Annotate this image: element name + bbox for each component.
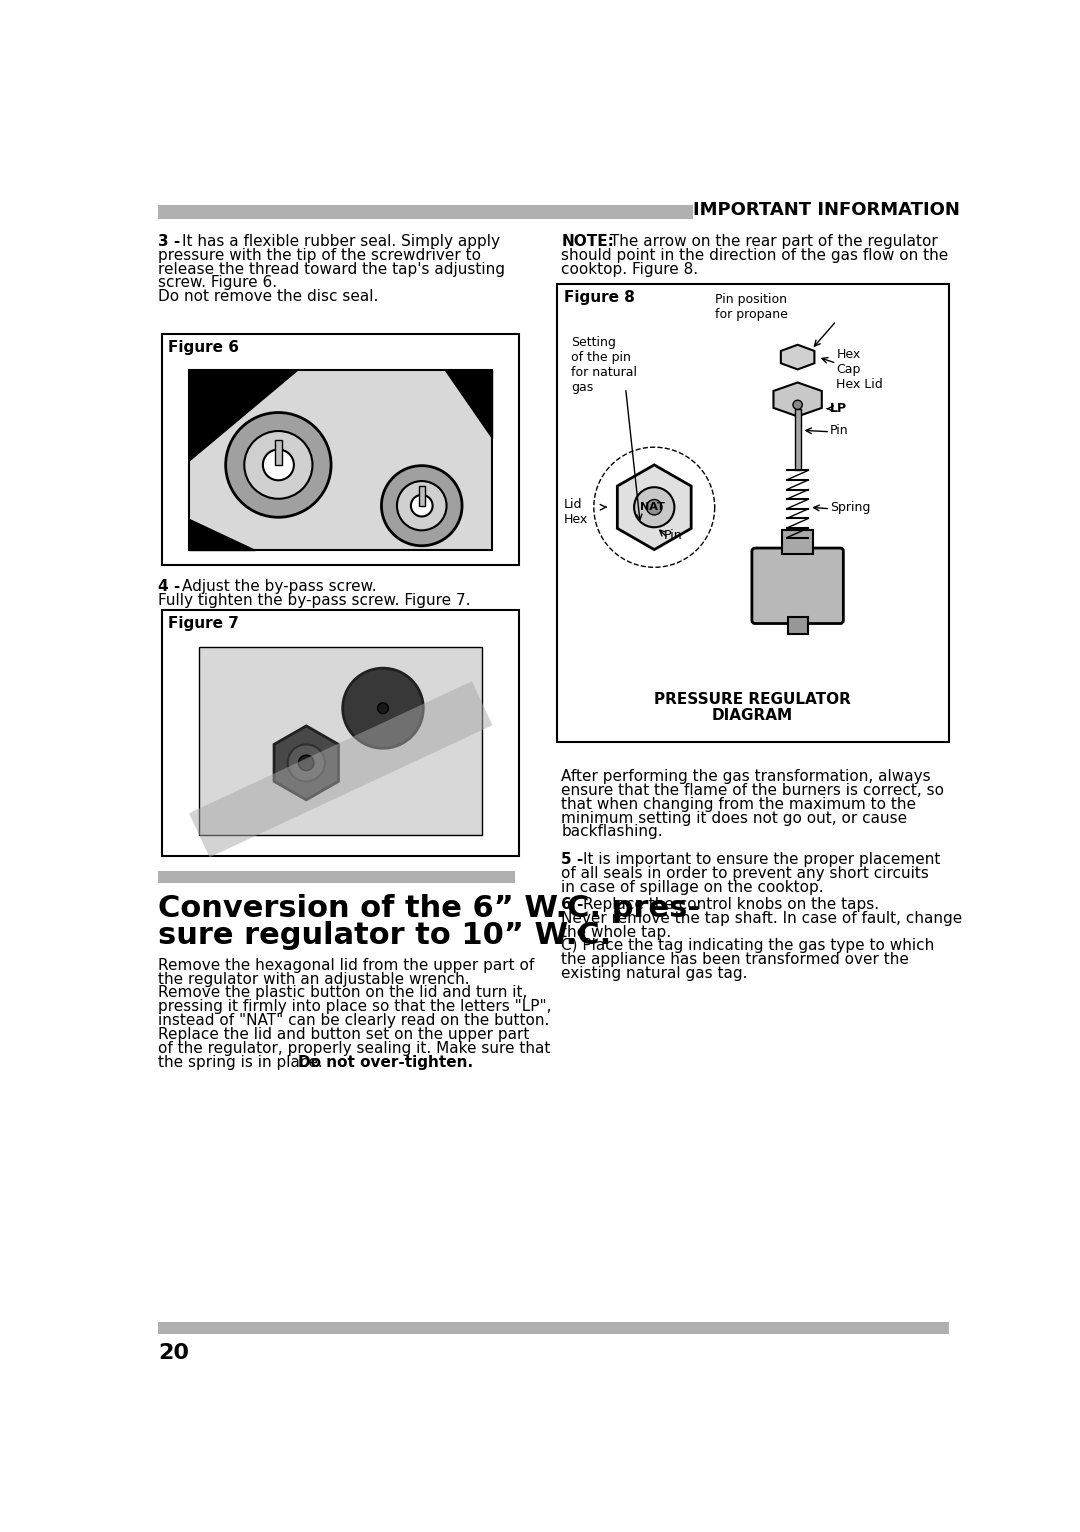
Circle shape xyxy=(378,703,389,714)
Circle shape xyxy=(287,745,325,781)
Text: Do not over-tighten.: Do not over-tighten. xyxy=(298,1054,473,1069)
FancyBboxPatch shape xyxy=(159,870,515,882)
Text: 4 -: 4 - xyxy=(159,579,186,594)
Text: Do not remove the disc seal.: Do not remove the disc seal. xyxy=(159,290,379,305)
Text: The arrow on the rear part of the regulator: The arrow on the rear part of the regula… xyxy=(606,234,939,248)
Text: screw. Figure 6.: screw. Figure 6. xyxy=(159,276,278,291)
Text: 5 -: 5 - xyxy=(562,852,589,867)
Text: Setting
of the pin
for natural
gas: Setting of the pin for natural gas xyxy=(571,337,637,394)
Text: Pin: Pin xyxy=(663,529,683,542)
Text: the spring is in place.: the spring is in place. xyxy=(159,1054,328,1069)
Text: Lid
Hex: Lid Hex xyxy=(564,498,588,525)
Text: Conversion of the 6” W.C. pres-: Conversion of the 6” W.C. pres- xyxy=(159,893,700,922)
Text: DIAGRAM: DIAGRAM xyxy=(712,708,793,723)
Text: Pin position
for propane: Pin position for propane xyxy=(715,293,787,322)
Text: It has a flexible rubber seal. Simply apply: It has a flexible rubber seal. Simply ap… xyxy=(181,234,499,248)
Circle shape xyxy=(262,449,294,481)
Circle shape xyxy=(381,466,462,545)
Polygon shape xyxy=(773,383,822,417)
Polygon shape xyxy=(189,519,255,550)
Text: IMPORTANT INFORMATION: IMPORTANT INFORMATION xyxy=(693,201,960,219)
Polygon shape xyxy=(618,464,691,550)
Text: Fully tighten the by-pass screw. Figure 7.: Fully tighten the by-pass screw. Figure … xyxy=(159,593,471,608)
Text: of all seals in order to prevent any short circuits: of all seals in order to prevent any sho… xyxy=(562,866,929,881)
Text: minimum setting it does not go out, or cause: minimum setting it does not go out, or c… xyxy=(562,810,907,826)
Text: Figure 7: Figure 7 xyxy=(168,616,239,631)
Text: Figure 8: Figure 8 xyxy=(564,290,634,305)
FancyBboxPatch shape xyxy=(752,548,843,624)
FancyBboxPatch shape xyxy=(557,283,948,741)
Circle shape xyxy=(226,412,332,518)
Text: Hex
Cap
Hex Lid: Hex Cap Hex Lid xyxy=(836,348,883,391)
Polygon shape xyxy=(781,345,814,369)
Text: 6 -: 6 - xyxy=(562,896,589,912)
Text: C) Place the tag indicating the gas type to which: C) Place the tag indicating the gas type… xyxy=(562,939,934,953)
Text: should point in the direction of the gas flow on the: should point in the direction of the gas… xyxy=(562,248,948,264)
Circle shape xyxy=(397,481,446,530)
Text: cooktop. Figure 8.: cooktop. Figure 8. xyxy=(562,262,699,277)
Text: Adjust the by-pass screw.: Adjust the by-pass screw. xyxy=(181,579,376,594)
Text: that when changing from the maximum to the: that when changing from the maximum to t… xyxy=(562,797,916,812)
FancyBboxPatch shape xyxy=(274,440,282,464)
Text: 3 -: 3 - xyxy=(159,234,186,248)
Text: Spring: Spring xyxy=(831,501,870,515)
Text: the whole tap.: the whole tap. xyxy=(562,925,672,939)
Polygon shape xyxy=(189,371,491,550)
FancyBboxPatch shape xyxy=(159,205,693,219)
Text: Pin: Pin xyxy=(831,424,849,437)
Circle shape xyxy=(342,668,423,748)
Text: After performing the gas transformation, always: After performing the gas transformation,… xyxy=(562,769,931,784)
FancyBboxPatch shape xyxy=(419,486,424,506)
Text: in case of spillage on the cooktop.: in case of spillage on the cooktop. xyxy=(562,879,824,895)
Circle shape xyxy=(244,430,312,499)
Text: the appliance has been transformed over the: the appliance has been transformed over … xyxy=(562,953,909,967)
Text: Replace the lid and button set on the upper part: Replace the lid and button set on the up… xyxy=(159,1026,529,1042)
Text: instead of "NAT" can be clearly read on the button.: instead of "NAT" can be clearly read on … xyxy=(159,1013,550,1028)
Polygon shape xyxy=(189,371,298,461)
Text: sure regulator to 10” W.C.: sure regulator to 10” W.C. xyxy=(159,922,611,950)
Text: 20: 20 xyxy=(159,1342,189,1362)
Text: pressing it firmly into place so that the letters "LP",: pressing it firmly into place so that th… xyxy=(159,999,552,1014)
Text: Remove the plastic button on the lid and turn it,: Remove the plastic button on the lid and… xyxy=(159,985,528,1000)
Text: pressure with the tip of the screwdriver to: pressure with the tip of the screwdriver… xyxy=(159,248,482,264)
FancyBboxPatch shape xyxy=(787,616,808,634)
FancyBboxPatch shape xyxy=(200,647,482,835)
Circle shape xyxy=(410,495,433,516)
FancyBboxPatch shape xyxy=(782,530,813,555)
Polygon shape xyxy=(445,371,491,438)
Text: NOTE:: NOTE: xyxy=(562,234,615,248)
FancyBboxPatch shape xyxy=(795,409,800,470)
Text: Never remove the tap shaft. In case of fault, change: Never remove the tap shaft. In case of f… xyxy=(562,910,962,925)
Text: ensure that the flame of the burners is correct, so: ensure that the flame of the burners is … xyxy=(562,783,944,798)
Polygon shape xyxy=(274,726,338,800)
FancyBboxPatch shape xyxy=(162,334,518,565)
Circle shape xyxy=(634,487,674,527)
Text: Figure 6: Figure 6 xyxy=(168,340,240,355)
Text: Remove the hexagonal lid from the upper part of: Remove the hexagonal lid from the upper … xyxy=(159,958,535,973)
Text: the regulator with an adjustable wrench.: the regulator with an adjustable wrench. xyxy=(159,971,470,987)
Text: LP: LP xyxy=(831,401,848,415)
FancyBboxPatch shape xyxy=(162,610,518,856)
Text: release the thread toward the tap's adjusting: release the thread toward the tap's adju… xyxy=(159,262,505,277)
Circle shape xyxy=(793,400,802,409)
Circle shape xyxy=(647,499,662,515)
Circle shape xyxy=(298,755,314,771)
Text: It is important to ensure the proper placement: It is important to ensure the proper pla… xyxy=(583,852,941,867)
Text: PRESSURE REGULATOR: PRESSURE REGULATOR xyxy=(654,692,851,708)
Text: NAT: NAT xyxy=(639,502,664,512)
Text: existing natural gas tag.: existing natural gas tag. xyxy=(562,967,747,980)
Text: Replace the control knobs on the taps.: Replace the control knobs on the taps. xyxy=(583,896,879,912)
Text: of the regulator, properly sealing it. Make sure that: of the regulator, properly sealing it. M… xyxy=(159,1040,551,1056)
Text: backflashing.: backflashing. xyxy=(562,824,663,840)
FancyBboxPatch shape xyxy=(159,1322,948,1334)
